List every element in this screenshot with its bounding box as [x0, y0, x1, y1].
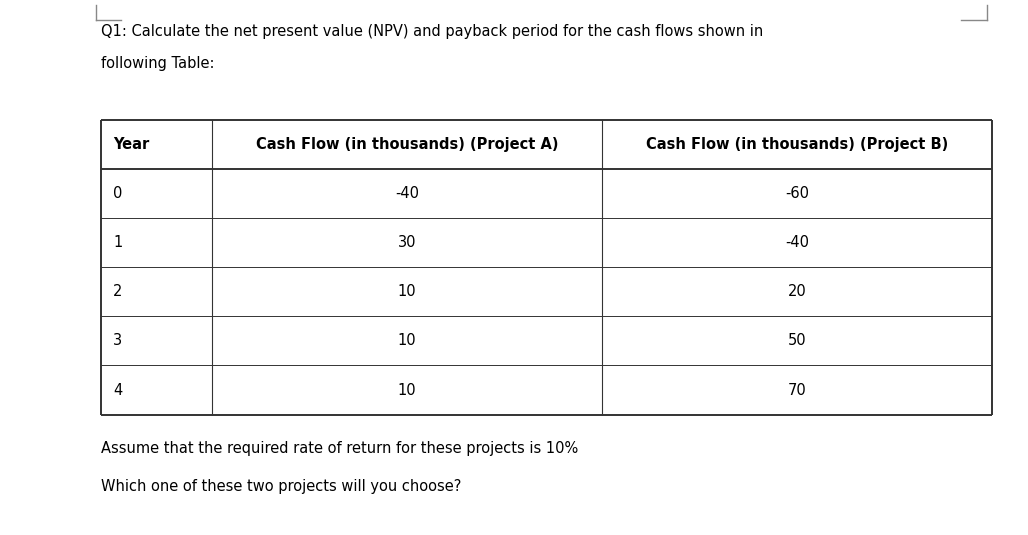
- Text: 70: 70: [787, 383, 806, 398]
- Text: -40: -40: [395, 186, 419, 201]
- Text: 2: 2: [113, 284, 122, 299]
- Text: 0: 0: [113, 186, 122, 201]
- Text: 10: 10: [398, 284, 416, 299]
- Text: Year: Year: [113, 137, 149, 152]
- Text: 4: 4: [113, 383, 122, 398]
- Text: Cash Flow (in thousands) (Project B): Cash Flow (in thousands) (Project B): [646, 137, 948, 152]
- Text: -60: -60: [785, 186, 809, 201]
- Text: following Table:: following Table:: [101, 56, 214, 71]
- Text: Which one of these two projects will you choose?: Which one of these two projects will you…: [101, 479, 462, 494]
- Text: Q1: Calculate the net present value (NPV) and payback period for the cash flows : Q1: Calculate the net present value (NPV…: [101, 24, 763, 39]
- Text: 30: 30: [398, 235, 416, 250]
- Text: 10: 10: [398, 333, 416, 348]
- Text: 20: 20: [787, 284, 806, 299]
- Text: 10: 10: [398, 383, 416, 398]
- Text: 3: 3: [113, 333, 122, 348]
- Text: 1: 1: [113, 235, 122, 250]
- Text: 50: 50: [787, 333, 806, 348]
- Text: Cash Flow (in thousands) (Project A): Cash Flow (in thousands) (Project A): [256, 137, 558, 152]
- Text: Assume that the required rate of return for these projects is 10%: Assume that the required rate of return …: [101, 441, 578, 456]
- Text: -40: -40: [785, 235, 809, 250]
